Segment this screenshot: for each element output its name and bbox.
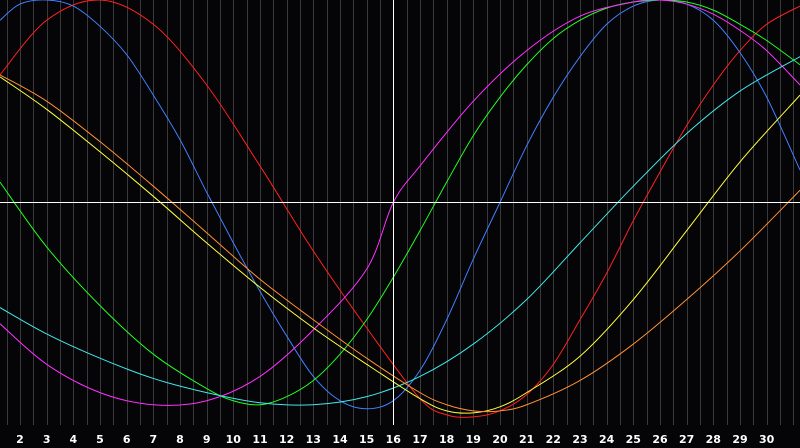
- series-line-2: [0, 0, 800, 410]
- x-tick-label: 30: [759, 433, 775, 446]
- x-tick-label: 6: [123, 433, 131, 446]
- x-tick-label: 29: [732, 433, 747, 446]
- x-tick-label: 5: [96, 433, 104, 446]
- series-line-5: [0, 56, 800, 406]
- x-tick-label: 2: [16, 433, 24, 446]
- x-tick-label: 23: [572, 433, 587, 446]
- x-tick-label: 25: [626, 433, 641, 446]
- x-tick-label: 10: [226, 433, 242, 446]
- x-tick-label: 28: [706, 433, 721, 446]
- x-tick-label: 3: [43, 433, 51, 446]
- x-tick-label: 18: [439, 433, 454, 446]
- x-tick-label: 9: [203, 433, 211, 446]
- x-tick-label: 21: [519, 433, 534, 446]
- series-line-7: [0, 74, 800, 413]
- x-tick-label: 8: [176, 433, 184, 446]
- x-tick-label: 7: [149, 433, 157, 446]
- x-tick-label: 26: [652, 433, 668, 446]
- x-tick-label: 27: [679, 433, 694, 446]
- crosshair: [0, 0, 800, 425]
- grid: [7, 0, 794, 425]
- x-tick-label: 15: [359, 433, 374, 446]
- x-tick-label: 24: [599, 433, 615, 446]
- x-tick-label: 12: [279, 433, 294, 446]
- x-tick-label: 16: [386, 433, 402, 446]
- x-tick-label: 17: [412, 433, 427, 446]
- x-tick-label: 4: [69, 433, 77, 446]
- series-line-6: [0, 76, 800, 414]
- series-line-4: [0, 0, 800, 406]
- series-lines: [0, 0, 800, 418]
- x-axis-tick-labels: 2 3 4 5 6 7 8 9 10 11 12 13 14 15 16 17 18 19 20 21 22 23 24 25…: [16, 433, 775, 446]
- x-tick-label: 22: [546, 433, 561, 446]
- x-tick-label: 13: [306, 433, 321, 446]
- x-tick-label: 14: [332, 433, 348, 446]
- series-line-3: [0, 0, 800, 406]
- x-tick-label: 19: [466, 433, 481, 446]
- x-tick-label: 20: [492, 433, 508, 446]
- x-tick-label: 11: [252, 433, 267, 446]
- series-line-1: [0, 0, 800, 418]
